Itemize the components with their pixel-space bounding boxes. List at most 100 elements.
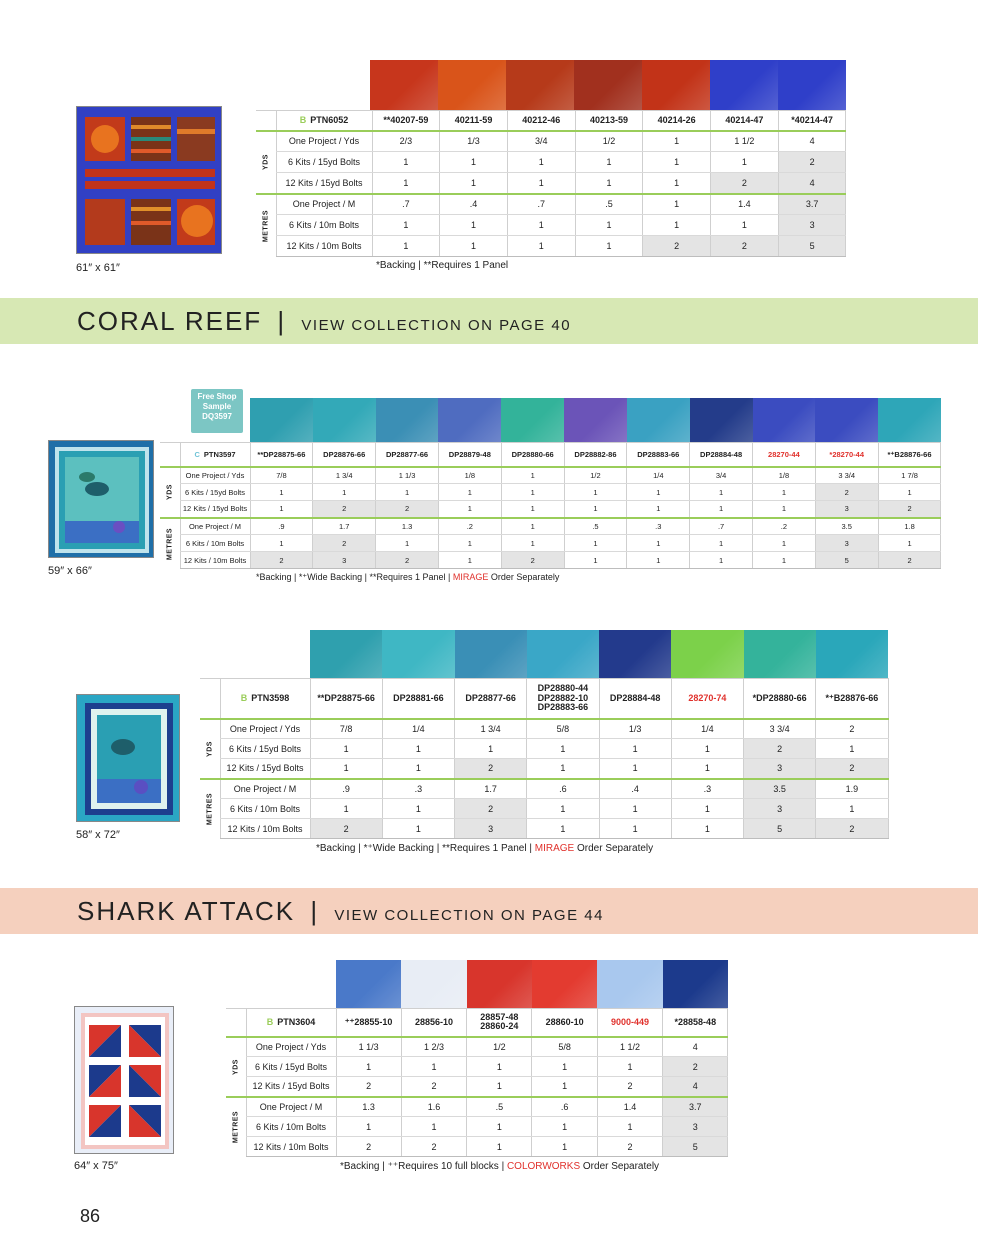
quantity-cell: 1 — [564, 551, 628, 569]
quantity-cell: 1 — [526, 818, 600, 839]
legend-text: *Backing | **Requires 1 Panel — [376, 260, 509, 271]
quantity-cell: 1 — [599, 738, 672, 759]
row-label: 12 Kits / 10m Bolts — [219, 818, 311, 839]
quantity-cell: 1 1/3 — [336, 1036, 402, 1057]
quantity-cell: 1 — [310, 758, 383, 779]
yds-group-label: YDS — [226, 1037, 246, 1097]
group-label-text: YDS — [232, 1058, 240, 1075]
quantity-cell: 2 — [597, 1076, 664, 1097]
table-corner — [226, 1008, 246, 1038]
table-legend: *Backing | ⁺⁺Requires 10 full blocks | C… — [340, 1161, 659, 1172]
row-label: 12 Kits / 15yd Bolts — [275, 172, 373, 194]
quantity-cell: 1 — [626, 551, 691, 569]
table-row: 12 Kits / 15yd Bolts 2 2 1 1 2 4 — [226, 1076, 729, 1097]
row-label: One Project / M — [275, 192, 373, 215]
quantity-cell: 1 — [439, 214, 508, 236]
legend-text: *Backing | *⁺Wide Backing | **Requires 1… — [256, 572, 453, 582]
quantity-cell: 2 — [375, 500, 439, 518]
fabric-sku: 28856-10 — [401, 1008, 468, 1038]
fabric-swatch — [642, 60, 710, 110]
fabric-swatch — [506, 60, 574, 110]
quantity-cell: 1 — [312, 483, 377, 501]
quantity-cell: 1 — [575, 214, 644, 236]
quantity-cell: 1 — [531, 1056, 598, 1077]
pattern-number: B PTN6052 — [275, 110, 373, 132]
fabric-sku: **DP28875-66 — [250, 442, 314, 468]
table-header-row: C PTN3597 **DP28875-66 DP28876-66 DP28877-66… — [160, 442, 942, 468]
legend-tail: Order Separately — [580, 1161, 660, 1172]
quantity-cell: 1/2 — [564, 466, 628, 484]
table-row: METRES One Project / M 1.3 1.6.5.6 1.4 3.7 — [226, 1095, 729, 1157]
quantity-cell: 1 — [501, 483, 565, 501]
group-label-text: YDS — [166, 484, 174, 500]
fabric-sku: 9000-449 — [597, 1008, 664, 1038]
fabric-sku: 40214-26 — [642, 110, 712, 132]
fabric-sku: 40212-46 — [507, 110, 576, 132]
quantity-cell: 3.7 — [662, 1095, 729, 1117]
row-label: One Project / M — [179, 516, 251, 535]
quantity-cell: 1 — [336, 1056, 402, 1077]
section-banner-coral-reef: CORAL REEF | VIEW COLLECTION ON PAGE 40 — [0, 298, 978, 344]
view-collection-link[interactable]: VIEW COLLECTION ON PAGE 40 — [301, 317, 572, 334]
quantity-cell: 1 — [878, 534, 942, 552]
row-label: One Project / Yds — [219, 718, 311, 739]
quantity-cell: 1 — [575, 172, 644, 194]
group-label-text: METRES — [166, 527, 174, 560]
fabric-sku: *DP28880-66 — [743, 678, 817, 720]
legend-text: *Backing | ⁺⁺Requires 10 full blocks | — [340, 1161, 507, 1172]
quantity-cell: 1 — [466, 1136, 533, 1157]
quantity-cell: 5 — [743, 818, 817, 839]
yds-group-label: YDS — [256, 131, 276, 194]
table-row: 6 Kits / 10m Bolts 1 2 1 1 1 1 1 1 1 3 1 — [160, 534, 942, 552]
quantity-cell: 1 — [372, 151, 441, 173]
fabric-swatch — [401, 960, 467, 1008]
quantity-cell: 2 — [310, 818, 383, 839]
quantity-cell: 7/8 — [250, 466, 314, 484]
quantity-cell: 1/4 — [382, 718, 456, 739]
table-legend: *Backing | **Requires 1 Panel — [376, 260, 508, 271]
quantity-cell: 1 — [599, 758, 672, 779]
quantity-cell: 3/4 — [507, 130, 576, 152]
quilt-size-label: 58″ x 72″ — [76, 829, 120, 841]
fabric-requirements-table: C PTN3597 **DP28875-66 DP28876-66 DP28877-66… — [160, 442, 942, 569]
fabric-sku: *28270-44 — [815, 442, 879, 468]
quantity-cell: 1 — [815, 798, 889, 819]
quantity-cell: 3.5 — [743, 777, 817, 799]
group-label-text: METRES — [262, 209, 270, 242]
fabric-sku: *⁺B28876-66 — [878, 442, 942, 468]
legend-tail: Order Separately — [488, 572, 560, 582]
legend-tail: Order Separately — [574, 843, 654, 854]
fabric-requirements-table: B PTN3598 **DP28875-66 DP28881-66 DP28877-66… — [200, 678, 889, 839]
quantity-cell: 1 — [526, 758, 600, 779]
fabric-swatch — [671, 630, 744, 678]
fabric-sku: 40211-59 — [439, 110, 508, 132]
metres-group-label: METRES — [200, 777, 220, 839]
view-collection-link[interactable]: VIEW COLLECTION ON PAGE 44 — [334, 907, 604, 924]
quantity-cell: 1 — [375, 534, 439, 552]
group-label-text: METRES — [232, 1110, 240, 1144]
table-row: 6 Kits / 10m Bolts 1 1 1 1 1 1 3 — [256, 214, 847, 236]
fabric-sku: *⁺B28876-66 — [815, 678, 889, 720]
quantity-cell: 3 3/4 — [815, 466, 879, 484]
quantity-cell: 1 — [438, 551, 502, 569]
fabric-sku: *40214-47 — [778, 110, 847, 132]
quantity-cell: 1 — [507, 172, 576, 194]
quantity-cell: 1 — [531, 1136, 598, 1157]
quantity-cell: 3 3/4 — [743, 718, 817, 739]
quilt-image-ptn3597 — [48, 440, 154, 558]
quantity-cell: 1 — [878, 483, 942, 501]
row-label: 6 Kits / 10m Bolts — [179, 534, 251, 552]
quantity-cell: 1/4 — [671, 718, 745, 739]
table-row: 12 Kits / 10m Bolts 2 3 2 1 2 1 1 1 1 5 2 — [160, 551, 942, 569]
quantity-cell: 1 — [438, 483, 502, 501]
fabric-swatch — [878, 398, 941, 442]
table-row: YDS One Project / Yds 1 1/3 1 2/3 1/2 5/8 1 1/… — [226, 1036, 729, 1074]
table-row: 6 Kits / 15yd Bolts 1 1 1 1 1 1 2 — [256, 151, 847, 173]
row-label: 12 Kits / 15yd Bolts — [245, 1076, 337, 1097]
quantity-cell: .4 — [599, 777, 672, 799]
quantity-cell: 1 — [597, 1056, 664, 1077]
fabric-sku: ⁺⁺28855-10 — [336, 1008, 402, 1038]
pattern-code: PTN6052 — [310, 115, 349, 126]
quantity-cell: .2 — [752, 516, 816, 535]
quantity-cell: 1 1/2 — [710, 130, 779, 152]
